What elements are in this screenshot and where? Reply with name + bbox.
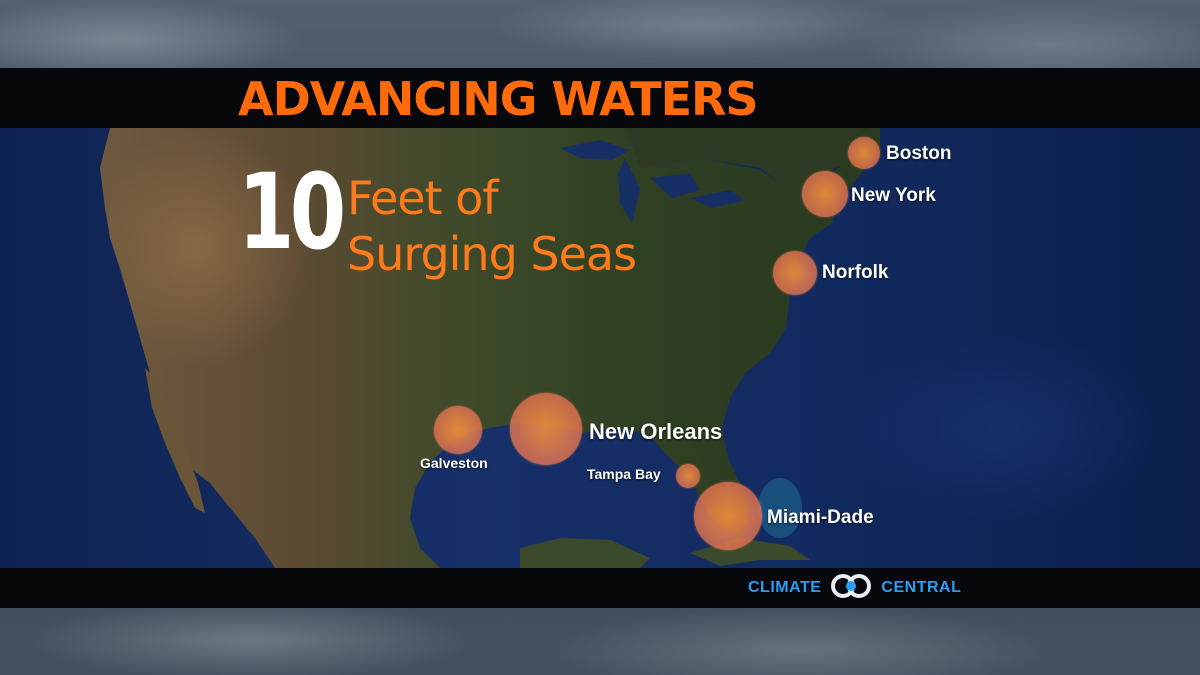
us-landmass (95, 128, 880, 568)
page-title: ADVANCING WATERS (238, 72, 759, 126)
city-label-miami-dade: Miami-Dade (767, 507, 874, 528)
headline-line-2: Surging Seas (347, 227, 637, 281)
title-bar (0, 68, 1200, 128)
logo-text-left: CLIMATE (748, 579, 822, 596)
logo-text-right: CENTRAL (881, 579, 962, 596)
footer-bar (0, 568, 1200, 608)
headline-number: 10 (238, 151, 346, 273)
city-label-galveston: Galveston (420, 455, 488, 471)
city-label-norfolk: Norfolk (822, 262, 889, 283)
climate-central-logo-icon (827, 573, 875, 603)
city-marker-boston (848, 137, 880, 169)
city-marker-tampa-bay (676, 464, 700, 488)
city-label-boston: Boston (886, 143, 952, 164)
us-satellite-map (0, 128, 1200, 568)
city-label-tampa-bay: Tampa Bay (587, 466, 661, 482)
city-marker-new-orleans (510, 393, 582, 465)
city-marker-new-york (802, 171, 848, 217)
headline-line-1: Feet of (347, 171, 499, 225)
headline-text: Feet of Surging Seas (347, 170, 637, 282)
city-marker-norfolk (773, 251, 817, 295)
city-label-new-orleans: New Orleans (589, 419, 723, 444)
city-label-new-york: New York (851, 185, 936, 206)
climate-central-logo: CLIMATE CENTRAL (748, 573, 962, 603)
city-marker-galveston (434, 406, 482, 454)
city-marker-miami-dade (694, 482, 762, 550)
